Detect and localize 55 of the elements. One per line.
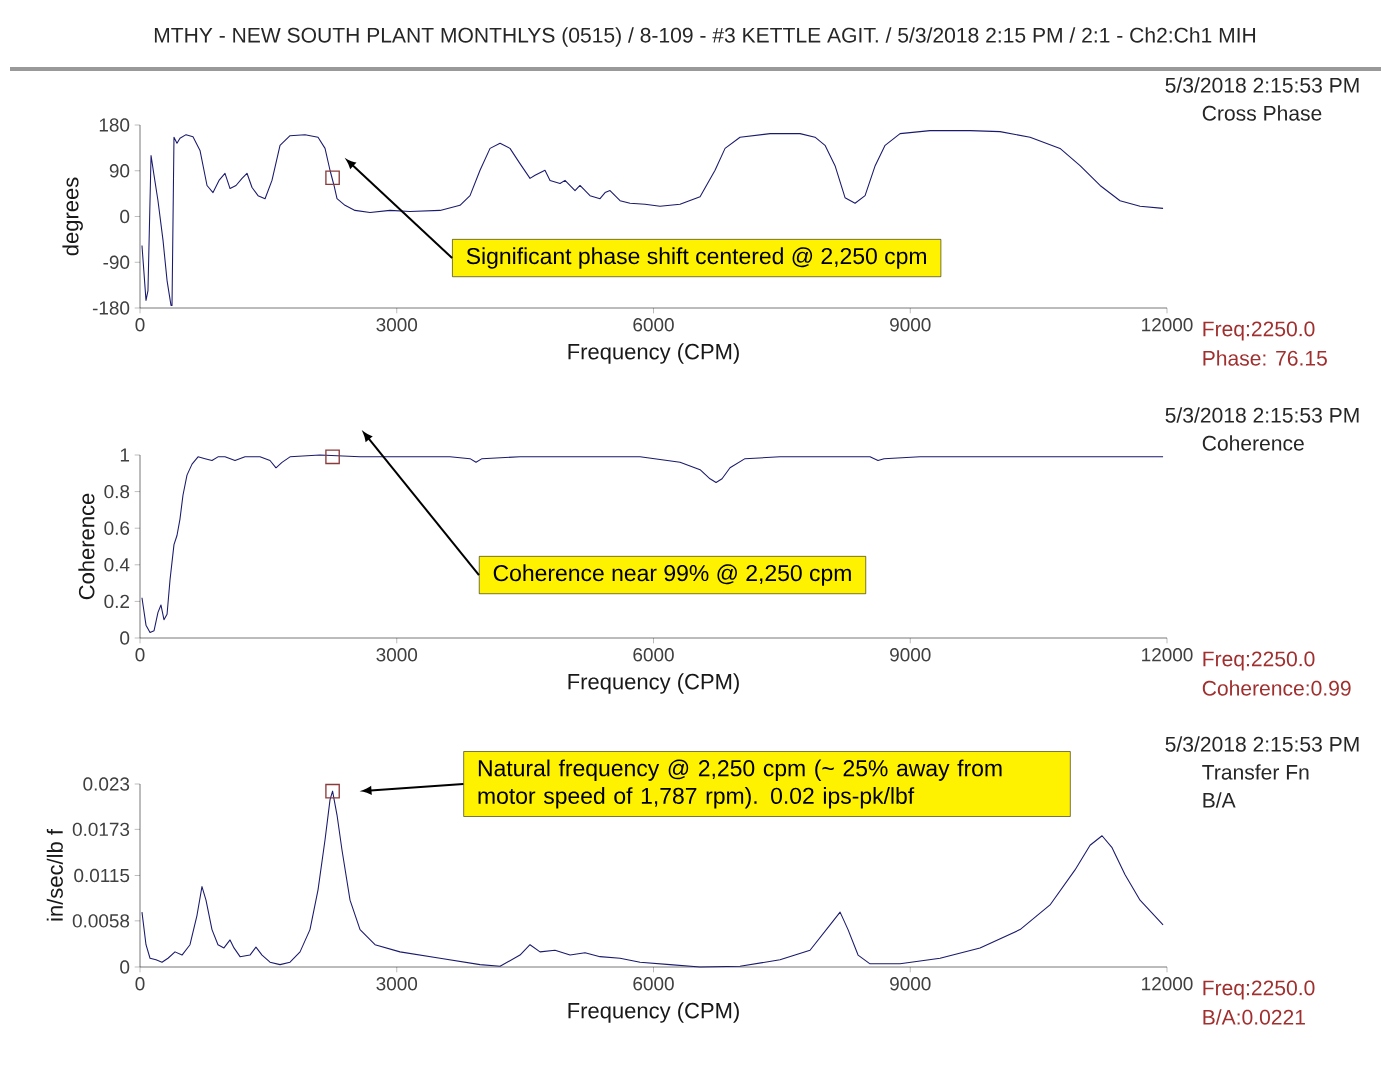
x-tick-label: 0 <box>135 318 145 332</box>
text: Transfer Fn <box>1202 764 1309 780</box>
y-tick-label: 0.023 <box>83 777 130 791</box>
text: Cross Phase <box>1202 105 1322 121</box>
x-tick-label: 3000 <box>376 318 418 332</box>
y-tick-label: 0.0173 <box>72 822 130 837</box>
y-tick-label: 0 <box>120 631 130 645</box>
y-tick-label: 0.4 <box>104 558 130 572</box>
x-tick-label: 12000 <box>1142 648 1193 662</box>
x-tick-label: 12000 <box>1142 318 1193 332</box>
x-tick-label: 0 <box>135 977 145 991</box>
text: Coherence <box>1202 435 1304 451</box>
y-tick-label: 0 <box>120 960 130 974</box>
text: Coherence:0.99 <box>1202 680 1351 696</box>
y-tick-label: 0.6 <box>104 521 130 535</box>
x-tick-label: 0 <box>135 648 145 662</box>
x-tick-label: 9000 <box>890 977 931 991</box>
x-tick-label: 3000 <box>376 648 418 662</box>
y-axis-title: in/sec/lb f <box>46 829 63 921</box>
text: B/A <box>1203 792 1236 808</box>
text: Freq:2250.0 <box>1203 651 1315 671</box>
annotation: Natural frequency @ 2,250 cpm (~ 25% away from motor speed of 1,787 rpm). 0.02 ips-pk/lbf <box>478 759 1002 809</box>
y-tick-label: 0.0115 <box>74 868 130 883</box>
x-axis-title: Frequency (CPM) <box>568 1002 739 1023</box>
x-tick-label: 12000 <box>1142 977 1193 991</box>
y-tick-label: -90 <box>103 255 130 269</box>
annotation: Significant phase shift centered @ 2,250 cpm <box>466 247 926 269</box>
x-axis-title: Frequency (CPM) <box>568 673 739 694</box>
y-tick-label: -180 <box>92 301 130 315</box>
y-tick-label: 90 <box>109 164 130 178</box>
y-tick-label: 1 <box>120 448 130 462</box>
chart-title: MTHY - NEW SOUTH PLANT MONTHLYS (0515) / 8-109 - #3 KETTLE AGIT. / 5/3/2018 2:15 PM / 2:1 - Ch2:Ch1 MIH <box>154 27 1256 47</box>
line-series <box>141 130 1164 306</box>
text: Phase: 76.15 <box>1203 350 1327 366</box>
text: Freq:2250.0 <box>1203 321 1315 341</box>
x-tick-label: 3000 <box>376 977 418 991</box>
text: 5/3/2018 2:15:53 PM <box>1165 736 1359 752</box>
x-tick-label: 6000 <box>633 648 674 662</box>
y-tick-label: 0.2 <box>104 594 130 609</box>
x-tick-label: 9000 <box>890 318 931 332</box>
text: 5/3/2018 2:15:53 PM <box>1165 77 1359 93</box>
x-tick-label: 6000 <box>633 977 674 991</box>
annotation: Coherence near 99% @ 2,250 cpm <box>493 564 851 586</box>
x-tick-label: 6000 <box>633 318 674 332</box>
text: 5/3/2018 2:15:53 PM <box>1165 407 1359 423</box>
text: Freq:2250.0 <box>1203 980 1315 1000</box>
y-tick-label: 180 <box>99 118 130 132</box>
y-tick-label: 0.8 <box>104 484 130 499</box>
x-tick-label: 9000 <box>890 648 931 662</box>
y-tick-label: 0.0058 <box>72 914 130 928</box>
x-axis-title: Frequency (CPM) <box>568 343 739 364</box>
y-axis-title: degrees <box>62 177 83 256</box>
y-axis-title: Coherence <box>78 493 95 600</box>
y-tick-label: 0 <box>120 209 130 224</box>
text: B/A:0.0221 <box>1203 1009 1305 1025</box>
